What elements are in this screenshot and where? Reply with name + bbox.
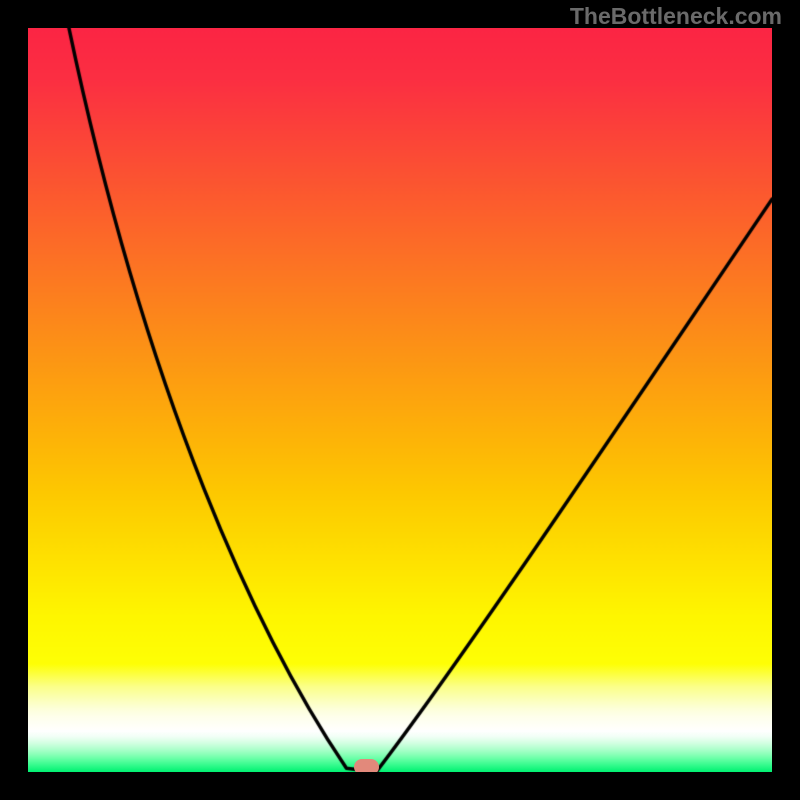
chart-container: TheBottleneck.com (0, 0, 800, 800)
bottleneck-curve (28, 28, 772, 772)
plot-area (28, 28, 772, 772)
optimum-marker (354, 759, 379, 772)
watermark-text: TheBottleneck.com (570, 3, 782, 30)
